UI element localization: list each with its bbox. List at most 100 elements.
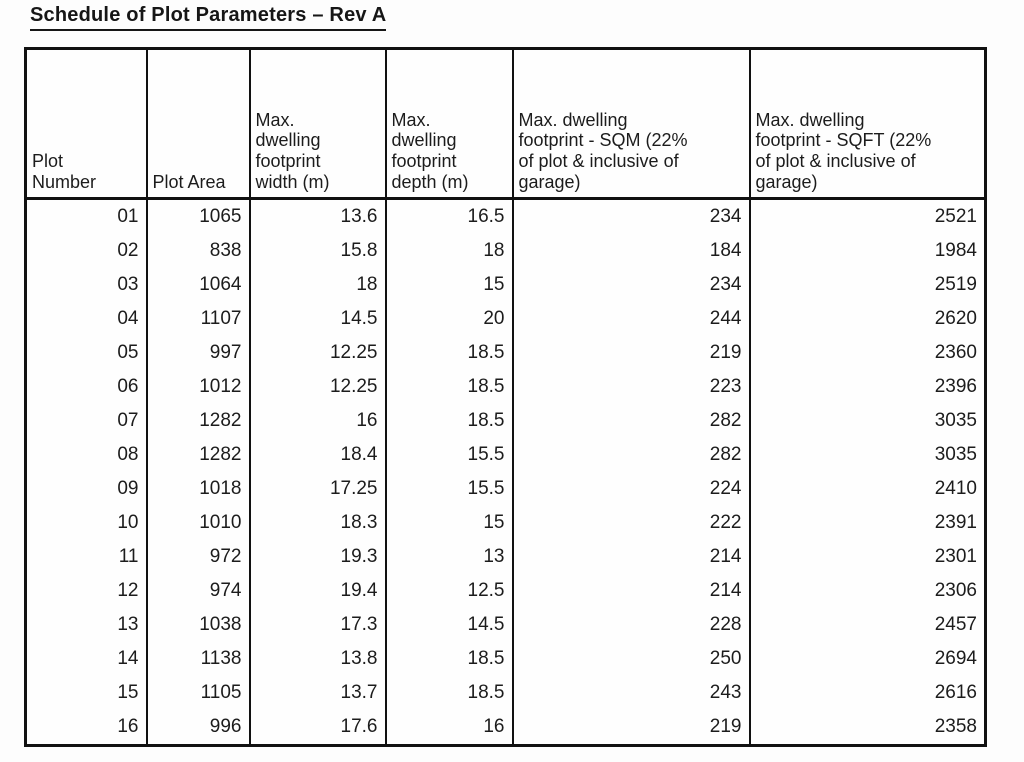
table-cell: 1105 — [145, 676, 251, 710]
table-row: 15 1105 13.7 18.5 243 2616 — [24, 676, 987, 710]
plot-parameters-table: Plot Number Plot Area Max. dwelling foot… — [24, 47, 987, 747]
table-row: 05 997 12.25 18.5 219 2360 — [24, 336, 987, 370]
table-cell: 1065 — [145, 198, 251, 234]
table-cell: 05 — [24, 336, 148, 370]
table-cell: 228 — [511, 608, 751, 642]
table-cell: 244 — [511, 302, 751, 336]
table-cell: 184 — [511, 234, 751, 268]
table-cell: 18.5 — [384, 336, 514, 370]
table-cell: 2306 — [748, 574, 987, 608]
table-cell: 16 — [248, 404, 387, 438]
table-cell: 12 — [24, 574, 148, 608]
table-cell: 3035 — [748, 404, 987, 438]
table-cell: 282 — [511, 438, 751, 472]
table-cell: 16.5 — [384, 198, 514, 234]
table-cell: 243 — [511, 676, 751, 710]
table-cell: 223 — [511, 370, 751, 404]
column-header-footprint-depth: Max. dwelling footprint depth (m) — [384, 48, 514, 200]
table-cell: 997 — [145, 336, 251, 370]
header-row: Plot Number Plot Area Max. dwelling foot… — [24, 48, 987, 200]
table-row: 04 1107 14.5 20 244 2620 — [24, 302, 987, 336]
table-cell: 20 — [384, 302, 514, 336]
table-cell: 3035 — [748, 438, 987, 472]
column-header-plot-area: Plot Area — [145, 48, 251, 200]
table-cell: 18.5 — [384, 370, 514, 404]
table-cell: 1038 — [145, 608, 251, 642]
table-cell: 838 — [145, 234, 251, 268]
table-cell: 18.3 — [248, 506, 387, 540]
table-row: 06 1012 12.25 18.5 223 2396 — [24, 370, 987, 404]
table-cell: 214 — [511, 574, 751, 608]
table-cell: 2396 — [748, 370, 987, 404]
table-cell: 2521 — [748, 198, 987, 234]
table-cell: 1138 — [145, 642, 251, 676]
table-cell: 1107 — [145, 302, 251, 336]
table-cell: 14.5 — [248, 302, 387, 336]
table-cell: 2620 — [748, 302, 987, 336]
table-cell: 15.5 — [384, 438, 514, 472]
table-cell: 12.25 — [248, 370, 387, 404]
table-cell: 13.6 — [248, 198, 387, 234]
column-header-plot-number: Plot Number — [24, 48, 148, 200]
table-cell: 15.5 — [384, 472, 514, 506]
table-cell: 1010 — [145, 506, 251, 540]
table-row: 02 838 15.8 18 184 1984 — [24, 234, 987, 268]
table-row: 10 1010 18.3 15 222 2391 — [24, 506, 987, 540]
table-cell: 09 — [24, 472, 148, 506]
table-cell: 1282 — [145, 438, 251, 472]
table-cell: 12.5 — [384, 574, 514, 608]
table-row: 14 1138 13.8 18.5 250 2694 — [24, 642, 987, 676]
table-row: 03 1064 18 15 234 2519 — [24, 268, 987, 302]
table-cell: 15 — [384, 506, 514, 540]
table-cell: 996 — [145, 710, 251, 746]
table-cell: 219 — [511, 336, 751, 370]
table-row: 09 1018 17.25 15.5 224 2410 — [24, 472, 987, 506]
table-cell: 01 — [24, 198, 148, 234]
table-cell: 14.5 — [384, 608, 514, 642]
table-row: 16 996 17.6 16 219 2358 — [24, 710, 987, 746]
table-cell: 282 — [511, 404, 751, 438]
table-cell: 13.8 — [248, 642, 387, 676]
table-cell: 250 — [511, 642, 751, 676]
table-cell: 1064 — [145, 268, 251, 302]
page-title: Schedule of Plot Parameters – Rev A — [30, 4, 387, 31]
column-header-footprint-sqft: Max. dwelling footprint - SQFT (22% of p… — [748, 48, 987, 200]
table-body: 01 1065 13.6 16.5 234 2521 02 838 15.8 18 184 1984 0… — [24, 198, 987, 746]
table-cell: 12.25 — [248, 336, 387, 370]
table-cell: 15.8 — [248, 234, 387, 268]
table-header: Plot Number Plot Area Max. dwelling foot… — [24, 48, 987, 200]
table-row: 11 972 19.3 13 214 2301 — [24, 540, 987, 574]
table-cell: 18.5 — [384, 404, 514, 438]
table-cell: 214 — [511, 540, 751, 574]
table-cell: 13 — [24, 608, 148, 642]
table-cell: 2391 — [748, 506, 987, 540]
table-cell: 2301 — [748, 540, 987, 574]
table-cell: 18 — [384, 234, 514, 268]
table-cell: 2694 — [748, 642, 987, 676]
column-header-footprint-width: Max. dwelling footprint width (m) — [248, 48, 387, 200]
table-cell: 10 — [24, 506, 148, 540]
table-row: 13 1038 17.3 14.5 228 2457 — [24, 608, 987, 642]
table-cell: 06 — [24, 370, 148, 404]
column-header-footprint-sqm: Max. dwelling footprint - SQM (22% of pl… — [511, 48, 751, 200]
table-cell: 16 — [384, 710, 514, 746]
table-cell: 18.5 — [384, 676, 514, 710]
table-row: 01 1065 13.6 16.5 234 2521 — [24, 198, 987, 234]
table-cell: 222 — [511, 506, 751, 540]
table-cell: 18.4 — [248, 438, 387, 472]
table-cell: 14 — [24, 642, 148, 676]
table-cell: 03 — [24, 268, 148, 302]
table-row: 08 1282 18.4 15.5 282 3035 — [24, 438, 987, 472]
table-cell: 2457 — [748, 608, 987, 642]
table-cell: 2360 — [748, 336, 987, 370]
table-cell: 2358 — [748, 710, 987, 746]
table-cell: 13 — [384, 540, 514, 574]
table-cell: 234 — [511, 198, 751, 234]
table-cell: 04 — [24, 302, 148, 336]
table-cell: 1012 — [145, 370, 251, 404]
table-cell: 16 — [24, 710, 148, 746]
table-cell: 08 — [24, 438, 148, 472]
table-row: 12 974 19.4 12.5 214 2306 — [24, 574, 987, 608]
table-cell: 02 — [24, 234, 148, 268]
